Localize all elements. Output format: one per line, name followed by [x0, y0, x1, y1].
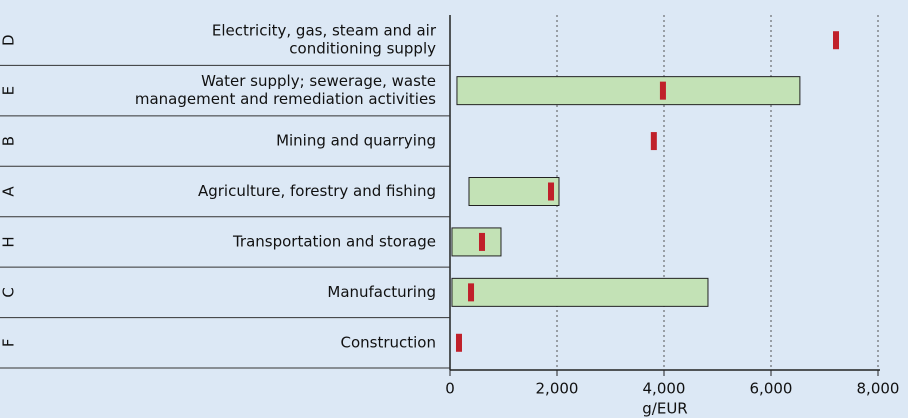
- x-tick-label: 6,000: [750, 380, 793, 398]
- category-label: Water supply; sewerage, waste: [201, 72, 436, 90]
- range-bar: [468, 177, 560, 206]
- range-bar: [451, 227, 502, 257]
- x-axis-label: g/EUR: [642, 400, 687, 418]
- row-code: E: [0, 86, 18, 95]
- marker: [455, 333, 462, 352]
- row-code: H: [0, 236, 18, 247]
- row-code: D: [0, 34, 18, 46]
- category-label: Mining and quarrying: [276, 132, 436, 150]
- category-label: Manufacturing: [327, 283, 436, 301]
- marker: [478, 232, 485, 251]
- marker: [548, 182, 555, 201]
- category-label: Electricity, gas, steam and air: [212, 22, 437, 40]
- marker: [650, 132, 657, 151]
- category-label: conditioning supply: [289, 40, 436, 58]
- category-label: Transportation and storage: [232, 232, 436, 250]
- row-code: C: [0, 287, 18, 297]
- category-label: Construction: [340, 333, 436, 351]
- row-code: A: [0, 186, 18, 197]
- marker: [833, 31, 840, 50]
- row-code: B: [0, 136, 18, 146]
- x-tick-label: 0: [445, 380, 455, 398]
- x-tick-label: 4,000: [643, 380, 686, 398]
- x-tick-label: 2,000: [536, 380, 579, 398]
- range-bar: [451, 277, 709, 307]
- range-bar: [456, 76, 801, 106]
- marker: [468, 283, 475, 302]
- x-tick-label: 8,000: [857, 380, 900, 398]
- row-code: F: [0, 338, 18, 347]
- marker: [659, 81, 666, 100]
- category-label: Agriculture, forestry and fishing: [198, 182, 436, 200]
- category-label: management and remediation activities: [135, 90, 436, 108]
